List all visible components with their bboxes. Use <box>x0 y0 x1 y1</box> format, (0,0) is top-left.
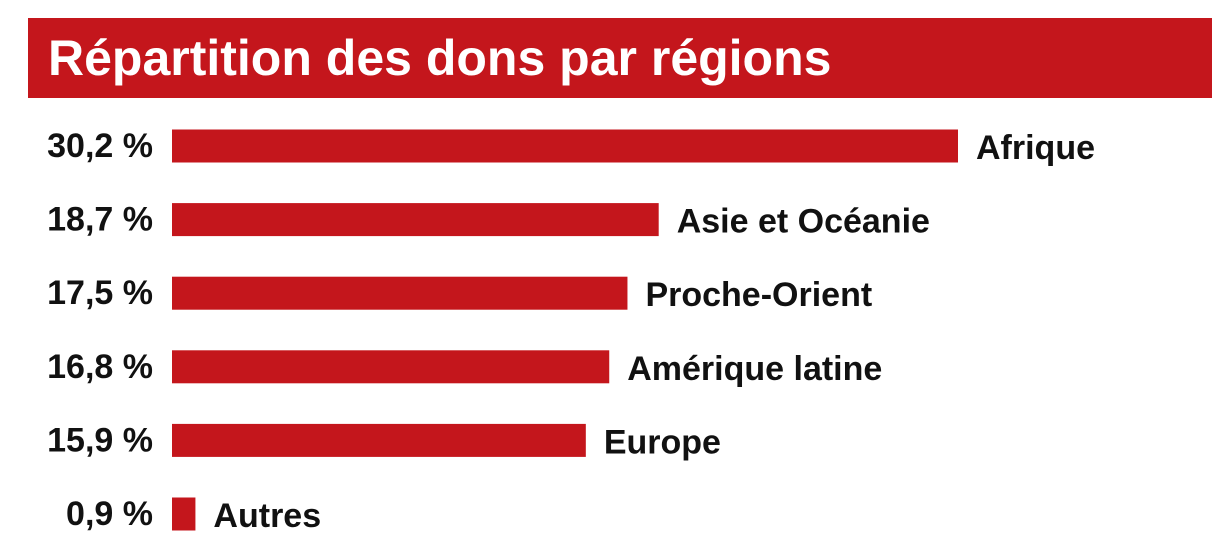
bar <box>172 423 586 457</box>
category-label: Amérique latine <box>627 350 882 388</box>
chart-title: Répartition des dons par régions <box>48 30 832 86</box>
bar-row: 15,9 % Europe <box>47 421 721 461</box>
category-label: Proche-Orient <box>645 276 872 314</box>
bar-row: 0,9 % Autres <box>66 495 321 535</box>
category-label: Asie et Océanie <box>677 203 930 241</box>
value-label: 30,2 % <box>47 127 153 165</box>
category-label: Afrique <box>976 129 1095 167</box>
value-label: 17,5 % <box>47 274 153 312</box>
bar-row: 18,7 % Asie et Océanie <box>47 201 930 241</box>
title-banner: Répartition des dons par régions <box>28 18 1212 98</box>
value-label: 0,9 % <box>66 495 153 533</box>
value-label: 15,9 % <box>47 421 153 459</box>
value-label: 16,8 % <box>47 348 153 386</box>
bar <box>172 276 628 310</box>
category-label: Europe <box>604 423 721 461</box>
bar <box>172 129 958 163</box>
bar <box>172 350 610 384</box>
category-label: Autres <box>213 497 321 535</box>
bar-row: 17,5 % Proche-Orient <box>47 274 872 314</box>
value-label: 18,7 % <box>47 201 153 239</box>
bar-row: 16,8 % Amérique latine <box>47 348 882 388</box>
bar <box>172 497 196 531</box>
bar-row: 30,2 % Afrique <box>47 127 1095 167</box>
bar <box>172 203 659 237</box>
